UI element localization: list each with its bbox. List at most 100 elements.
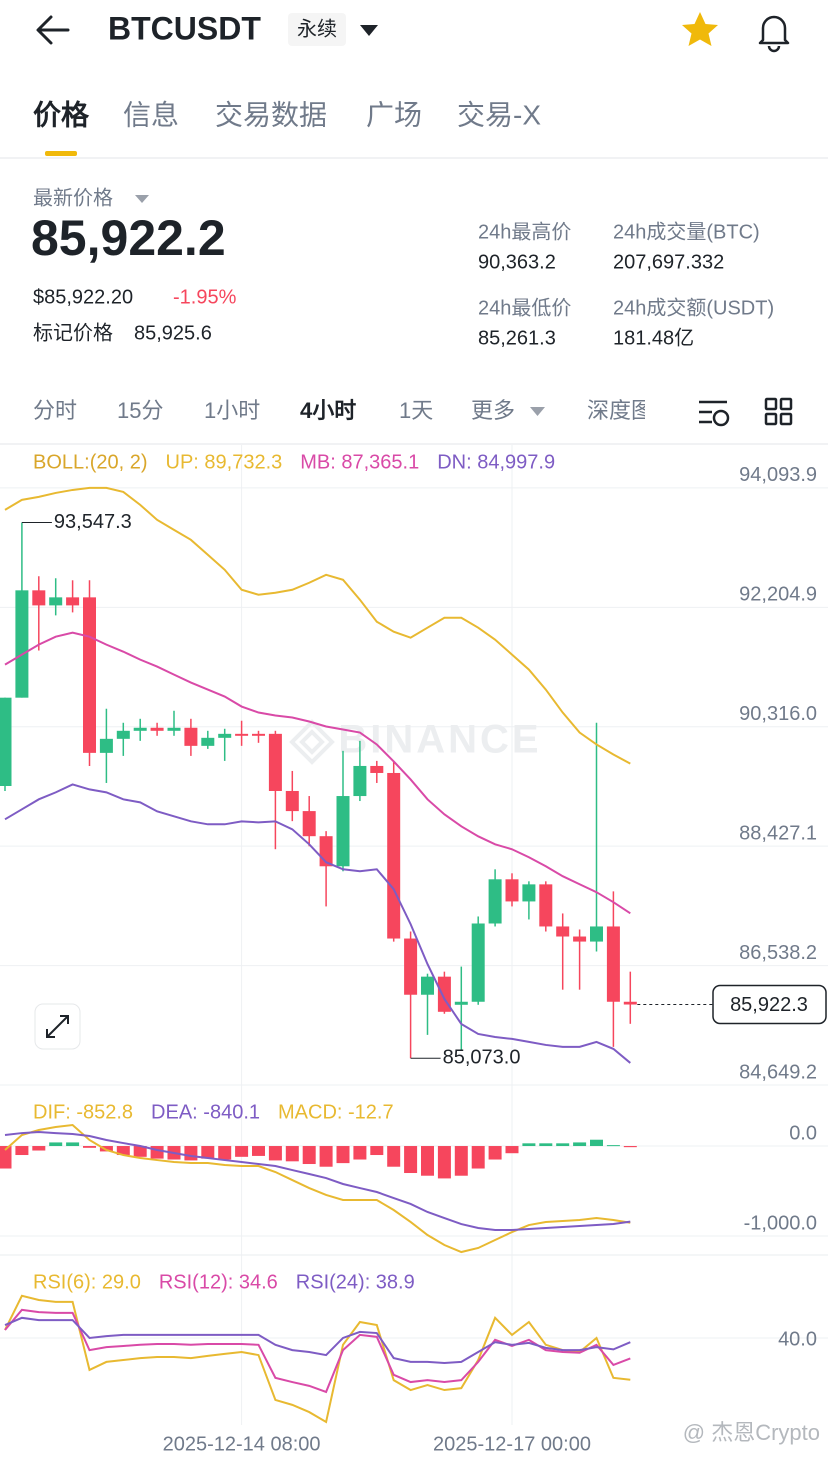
tab[interactable]: 价格: [33, 99, 90, 130]
tab[interactable]: 交易数据: [215, 99, 327, 130]
candle-body: [606, 926, 620, 1002]
legend-item: RSI(24): 38.9: [296, 1271, 415, 1293]
symbol-dropdown[interactable]: [360, 25, 378, 36]
macd-bar: [319, 1146, 333, 1167]
mark-label: 标记价格: [33, 321, 113, 344]
indicator-line: [4, 1130, 631, 1231]
macd-bar: [116, 1146, 130, 1156]
candle-body: [133, 727, 147, 731]
candle-body: [556, 926, 570, 937]
indicator-line: [4, 1294, 631, 1424]
macd-bar: [404, 1146, 418, 1174]
back-button[interactable]: [36, 15, 70, 45]
indicator-line: [4, 486, 631, 765]
macd-bar: [539, 1143, 553, 1147]
legend-item: DIF: -852.8: [33, 1101, 133, 1123]
candle-body: [370, 765, 384, 773]
indicator-settings[interactable]: [699, 400, 730, 427]
candle-body: [471, 923, 485, 1002]
tab[interactable]: 交易-X: [457, 99, 541, 130]
candle-body: [15, 590, 29, 698]
macd-bar: [556, 1143, 570, 1147]
macd-bar: [235, 1146, 249, 1157]
symbol: BTCUSDT: [108, 10, 261, 46]
timeframe[interactable]: 深度图: [587, 398, 653, 423]
macd-bar: [15, 1146, 29, 1156]
macd-bar: [437, 1146, 451, 1179]
stat-value: 85,261.3: [478, 327, 556, 349]
candle-body: [454, 1001, 468, 1005]
layout-button[interactable]: [764, 397, 793, 426]
bell[interactable]: [758, 15, 790, 53]
candle-body: [539, 884, 553, 927]
watermark-logo: [289, 719, 335, 765]
usd-price: $85,922.20: [33, 286, 133, 308]
stat-label: 24h最高价: [478, 220, 571, 243]
macd-bar: [32, 1146, 46, 1151]
low-label: 85,073.0: [443, 1046, 521, 1068]
candle-body: [590, 926, 603, 942]
indicator-line: [4, 783, 631, 1064]
timeframe[interactable]: 1小时: [204, 398, 260, 423]
chart-watermark: BINANCE: [338, 718, 541, 762]
macd-bar: [573, 1142, 587, 1147]
x-tick-label: 2025-12-14 08:00: [163, 1433, 321, 1455]
timeframes: 分时 15分 1小时 4小时 1天 更多 深度图: [33, 398, 653, 423]
macd-bar: [421, 1146, 434, 1176]
y-tick-label: 40.0: [778, 1328, 817, 1350]
y-tick-label: 92,204.9: [739, 584, 817, 606]
candle-body: [201, 737, 215, 746]
timeframe[interactable]: 分时: [33, 398, 77, 423]
price-dropdown[interactable]: [135, 195, 149, 203]
candle-body: [150, 727, 164, 731]
macd-bar: [623, 1146, 637, 1148]
tab[interactable]: 广场: [366, 99, 422, 130]
candle-body: [623, 1001, 637, 1005]
stat-value: 207,697.332: [613, 251, 724, 273]
y-tick-label: 90,316.0: [739, 703, 817, 725]
candle-body: [302, 811, 316, 837]
candle-body: [268, 733, 282, 791]
macd-bar: [66, 1142, 80, 1147]
legend-item: DEA: -840.1: [151, 1101, 260, 1123]
high-label: 93,547.3: [54, 511, 132, 533]
timeframe[interactable]: 15分: [117, 398, 163, 423]
timeframe[interactable]: 4小时: [300, 398, 356, 423]
tab[interactable]: 信息: [123, 99, 179, 130]
stat-label: 24h最低价: [478, 296, 571, 319]
legend-item: BOLL:(20, 2): [33, 451, 148, 473]
macd-bar: [133, 1146, 147, 1157]
legend-item: DN: 84,997.9: [437, 451, 555, 473]
price-label: 最新价格: [33, 186, 113, 209]
y-tick-label: 86,538.2: [739, 942, 817, 964]
macd-bar: [387, 1146, 401, 1167]
macd-bar: [201, 1146, 215, 1159]
expand-icon: [46, 1015, 69, 1038]
candle-body: [336, 796, 350, 867]
macd-bar: [252, 1146, 265, 1156]
macd-bar: [0, 1146, 12, 1169]
change: -1.95%: [173, 286, 237, 308]
marks: [0, 486, 713, 1424]
indicator-line: [4, 631, 631, 915]
candle-body: [573, 936, 587, 942]
legend-item: UP: 89,732.3: [166, 451, 283, 473]
more-dropdown[interactable]: [530, 407, 545, 416]
candle-body: [353, 765, 367, 797]
favorite-star[interactable]: [682, 12, 718, 46]
tab-underline: [45, 151, 77, 156]
candle-body: [83, 597, 96, 753]
macd-bar: [336, 1146, 350, 1164]
badge: 永续: [297, 17, 337, 40]
macd-bar: [471, 1146, 485, 1169]
timeframe[interactable]: 更多: [471, 398, 515, 423]
macd-bar: [285, 1146, 299, 1162]
stat-value: 90,363.2: [478, 251, 556, 273]
legend-item: RSI(12): 34.6: [159, 1271, 278, 1293]
macd-bar: [606, 1145, 620, 1147]
watermark: @ 杰恩Crypto: [683, 1420, 820, 1445]
indicator-line: [4, 1308, 631, 1394]
timeframe[interactable]: 1天: [399, 398, 433, 423]
macd-bar: [590, 1139, 603, 1147]
candle-body: [184, 727, 198, 746]
